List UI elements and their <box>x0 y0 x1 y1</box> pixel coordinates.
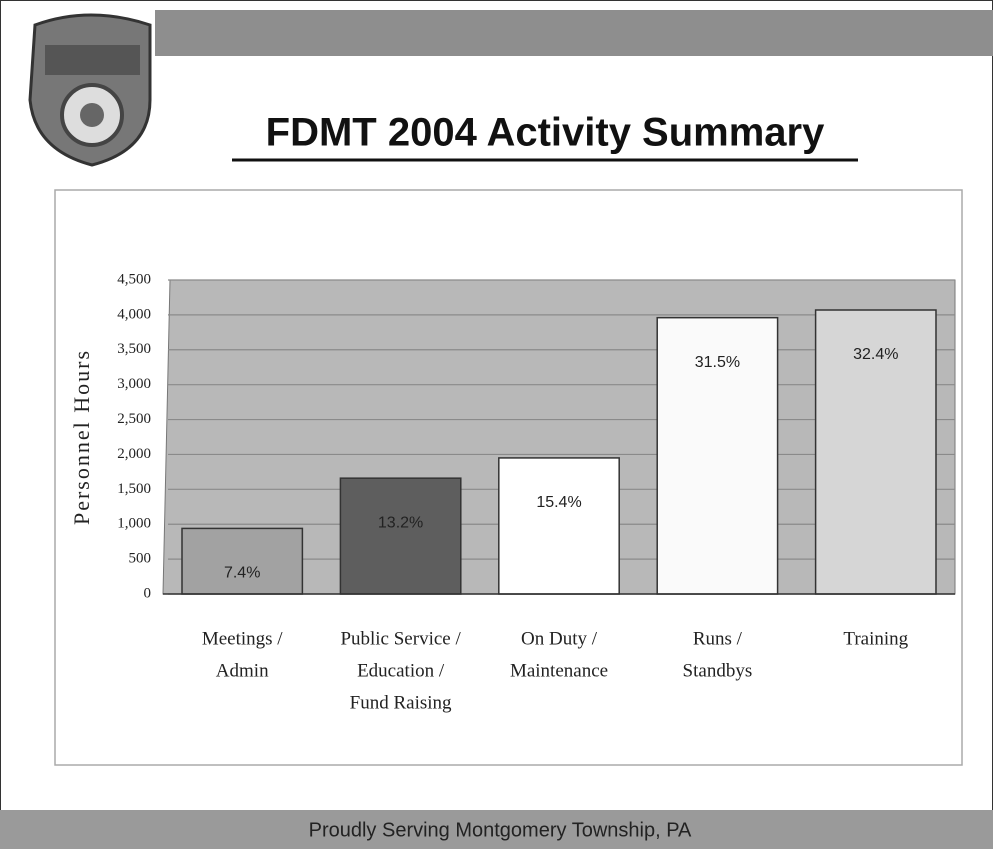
bar-percent-label: 7.4% <box>224 565 260 582</box>
bar-percent-label: 15.4% <box>536 494 581 511</box>
chart-title: FDMT 2004 Activity Summary <box>266 111 825 155</box>
y-tick-label: 4,500 <box>117 271 151 287</box>
top-band <box>155 10 993 56</box>
y-tick-label: 500 <box>129 551 152 567</box>
x-tick-label: Maintenance <box>510 660 608 681</box>
y-tick-label: 1,500 <box>117 481 151 497</box>
y-tick-label: 4,000 <box>117 306 151 322</box>
bar <box>814 309 937 595</box>
y-tick-label: 2,000 <box>117 446 151 462</box>
x-tick-label: Education / <box>357 660 445 681</box>
footer-band <box>0 810 993 849</box>
footer-text: Proudly Serving Montgomery Township, PA <box>309 819 692 841</box>
logo <box>28 13 152 167</box>
bar <box>656 316 779 595</box>
bar <box>339 477 462 595</box>
bar <box>498 457 620 595</box>
x-tick-label: Fund Raising <box>350 692 452 713</box>
y-tick-label: 2,500 <box>117 411 151 427</box>
bar <box>181 527 304 595</box>
bar-percent-label: 31.5% <box>695 354 740 371</box>
x-tick-label: Standbys <box>683 660 753 681</box>
x-tick-label: Meetings / <box>202 628 283 649</box>
bar-percent-label: 13.2% <box>378 514 423 531</box>
bar-percent-label: 32.4% <box>853 346 898 363</box>
y-tick-label: 1,000 <box>117 516 151 532</box>
y-tick-label: 3,000 <box>117 376 151 392</box>
y-tick-label: 3,500 <box>117 341 151 357</box>
x-tick-label: Runs / <box>693 628 743 649</box>
x-tick-label: Public Service / <box>340 628 461 649</box>
x-tick-label: On Duty / <box>521 628 598 649</box>
x-tick-label: Admin <box>216 660 269 681</box>
y-axis-label: Personnel Hours <box>69 349 94 525</box>
x-tick-label: Training <box>843 628 908 649</box>
y-tick-label: 0 <box>144 585 152 601</box>
